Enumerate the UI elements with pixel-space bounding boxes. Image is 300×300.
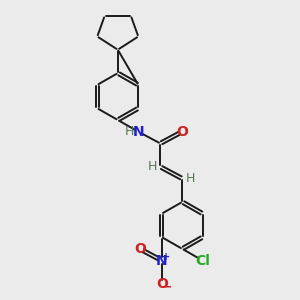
Text: −: −	[162, 280, 172, 293]
Text: N: N	[133, 125, 144, 139]
Text: H: H	[147, 160, 157, 173]
Text: O: O	[156, 277, 168, 291]
Text: Cl: Cl	[195, 254, 210, 268]
Text: N: N	[156, 254, 167, 268]
Text: O: O	[176, 125, 188, 139]
Text: O: O	[134, 242, 146, 256]
Text: H: H	[125, 125, 134, 138]
Text: H: H	[186, 172, 195, 185]
Text: +: +	[162, 252, 170, 262]
